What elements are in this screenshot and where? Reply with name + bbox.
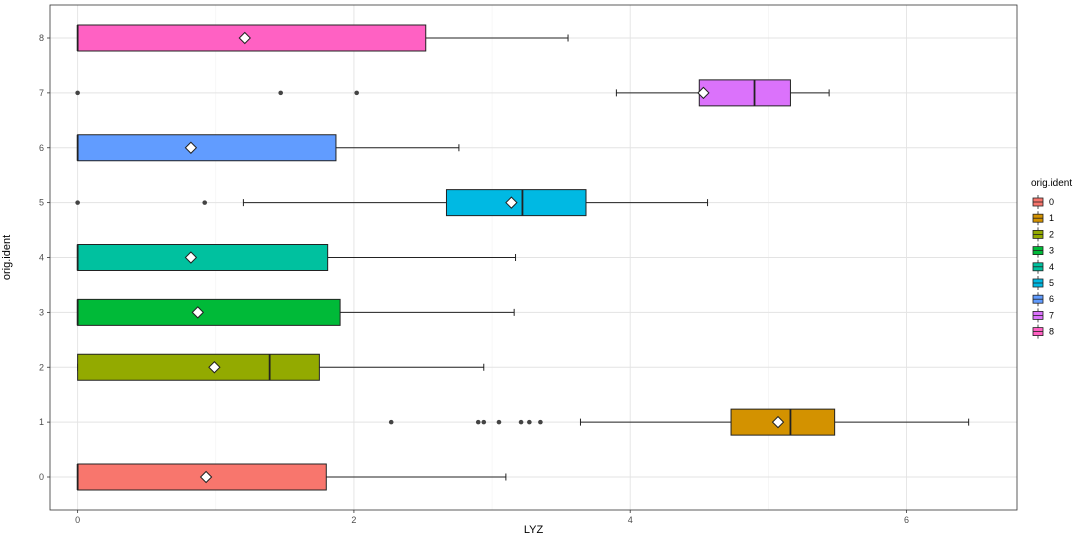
legend-label: 3 <box>1049 246 1054 256</box>
outlier-point <box>496 419 502 425</box>
legend-item-7: 7 <box>1032 308 1054 323</box>
legend-label: 8 <box>1049 327 1054 337</box>
legend-item-5: 5 <box>1032 276 1054 290</box>
mean-diamond <box>184 141 198 154</box>
x-tick-label: 6 <box>904 515 909 525</box>
mean-diamond <box>199 470 213 484</box>
box-iqr <box>77 244 329 271</box>
y-axis-title: orig.ident <box>1 235 13 280</box>
y-tick-label: 3 <box>39 307 44 317</box>
mean-diamond <box>184 251 198 264</box>
legend-item-0: 0 <box>1032 195 1054 209</box>
legend-item-4: 4 <box>1032 259 1054 274</box>
legend-label: 5 <box>1049 278 1054 288</box>
boxes <box>75 24 970 491</box>
mean-diamond <box>238 31 251 45</box>
outlier-point <box>388 419 394 425</box>
y-tick-label: 4 <box>39 253 44 263</box>
mean-diamond <box>771 415 785 429</box>
outlier-point <box>354 90 359 96</box>
outlier-point <box>75 90 80 96</box>
outlier-point <box>75 200 80 205</box>
legend-item-3: 3 <box>1032 243 1054 258</box>
x-tick-label: 2 <box>351 515 356 525</box>
outlier-point <box>278 90 283 96</box>
legend-label: 0 <box>1049 197 1054 207</box>
legend-label: 6 <box>1049 294 1054 304</box>
legend-label: 2 <box>1049 229 1054 239</box>
box-iqr <box>77 24 427 52</box>
mean-diamond <box>697 86 710 100</box>
box-group-1 <box>388 408 970 436</box>
y-tick-label: 8 <box>39 33 44 43</box>
y-tick-label: 6 <box>39 143 44 153</box>
box-group-0 <box>76 463 507 491</box>
mean-diamond <box>505 196 518 209</box>
mean-diamond <box>208 361 221 374</box>
box-group-5 <box>75 189 709 217</box>
legend: orig.ident 0 1 2 3 4 5 6 7 8 <box>1031 178 1072 339</box>
legend-item-6: 6 <box>1032 292 1054 307</box>
legend-label: 7 <box>1049 310 1054 320</box>
y-tick-label: 1 <box>39 417 44 427</box>
outlier-point <box>518 419 524 425</box>
legend-label: 1 <box>1049 213 1054 223</box>
legend-item-8: 8 <box>1032 324 1054 339</box>
legend-item-2: 2 <box>1032 227 1054 242</box>
box-group-3 <box>76 298 515 326</box>
axes: 0 2 4 6 0 1 2 3 4 5 6 7 8 <box>39 33 909 525</box>
box-iqr <box>77 353 320 381</box>
legend-item-1: 1 <box>1032 211 1054 226</box>
box-iqr <box>77 134 337 162</box>
box-group-2 <box>77 353 485 381</box>
y-tick-label: 5 <box>39 198 44 208</box>
legend-label: 4 <box>1049 262 1054 272</box>
x-axis-title: LYZ <box>524 524 544 536</box>
outlier-point <box>527 419 532 425</box>
legend-title: orig.ident <box>1031 178 1072 189</box>
outlier-point <box>202 200 208 205</box>
y-tick-label: 2 <box>39 362 44 372</box>
box-group-6 <box>76 134 460 162</box>
box-group-7 <box>75 79 830 107</box>
y-tick-label: 0 <box>39 472 44 482</box>
box-iqr <box>77 298 341 326</box>
box-group-8 <box>76 24 569 52</box>
box-group-4 <box>76 244 517 271</box>
mean-diamond <box>191 306 205 319</box>
outlier-point <box>475 419 481 425</box>
box-iqr <box>698 79 791 107</box>
x-tick-label: 4 <box>628 515 633 525</box>
outlier-point <box>481 419 487 425</box>
y-tick-label: 7 <box>39 88 44 98</box>
outlier-point <box>538 419 543 425</box>
x-tick-label: 0 <box>75 515 80 525</box>
